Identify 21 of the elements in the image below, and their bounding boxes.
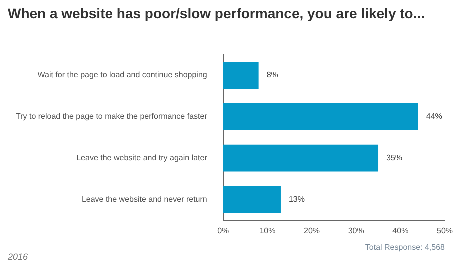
x-tick-label: 30% (348, 226, 364, 236)
bar (223, 144, 379, 172)
bar (223, 62, 259, 89)
x-tick-label: 40% (392, 226, 409, 236)
y-tick-label: Leave the website and try again later (76, 154, 208, 163)
y-tick-label: Try to reload the page to make the performance faster (16, 112, 208, 122)
x-tick-label: 50% (436, 226, 454, 236)
text: Total Response: 4,568 (365, 243, 445, 252)
data-label: 13% (288, 194, 305, 204)
x-tick-label: 0% (218, 226, 230, 236)
bar (223, 186, 281, 214)
data-label: 44% (426, 112, 442, 122)
x-tick-label: 20% (304, 226, 320, 236)
x-tick-label: 10% (260, 226, 276, 236)
data-label: 35% (386, 154, 403, 163)
data-label: 8% (266, 70, 278, 80)
bar (223, 103, 418, 130)
text: 2016 (8, 252, 28, 262)
y-tick-label: Leave the website and never return (82, 194, 208, 204)
y-tick-label: Wait for the page to load and continue shopping (38, 70, 208, 80)
chart-title: When a website has poor/slow performance, you are likely to... (8, 5, 425, 22)
